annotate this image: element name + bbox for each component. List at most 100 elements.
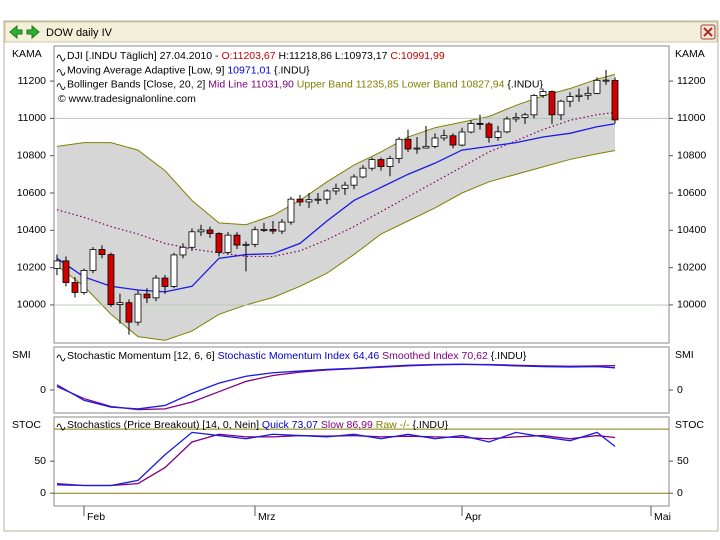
forward-button[interactable] <box>26 24 40 40</box>
y-tick-label-right: 10800 <box>677 149 706 161</box>
legend-text: {.INDU} <box>488 350 527 362</box>
legend-line: DJI [.INDU Täglich] 27.04.2010 - O:11203… <box>67 50 445 62</box>
candle-body <box>458 131 466 146</box>
legend-text: DJI [.INDU Täglich] 27.04.2010 - <box>67 50 221 62</box>
candle-body <box>539 91 547 96</box>
candle-body <box>422 145 430 149</box>
y-tick-label: 10600 <box>17 187 46 199</box>
candle-body <box>368 159 376 169</box>
bollinger-area <box>56 74 615 341</box>
candle-body <box>386 158 394 167</box>
y-tick-label: 10400 <box>17 224 46 236</box>
candle-body <box>152 277 160 299</box>
candle-body <box>575 94 583 97</box>
close-button[interactable] <box>700 24 716 40</box>
candle-body <box>296 198 304 203</box>
panel <box>53 346 670 414</box>
candle-body <box>125 302 133 323</box>
y-tick-label-right: 0 <box>677 487 683 499</box>
candle-body <box>53 260 61 269</box>
candle-body <box>170 254 178 287</box>
candle-body <box>161 277 169 287</box>
candle-body <box>485 123 493 138</box>
y-tick-label: 10000 <box>17 299 46 311</box>
candle-body <box>134 293 142 323</box>
y-tick-label: 10800 <box>17 149 46 161</box>
back-button[interactable] <box>9 24 23 40</box>
candle-body <box>233 234 241 246</box>
legend-text: Upper Band 11235,85 Lower Band 10827,94 <box>294 78 505 90</box>
candle-body <box>215 233 223 253</box>
y-tick-label: 11000 <box>18 112 47 124</box>
candle-body <box>260 228 268 231</box>
candle-body <box>278 221 286 232</box>
indicator-line <box>56 363 616 410</box>
indicator-line <box>56 431 616 487</box>
axis-label-right: KAMA <box>675 48 705 60</box>
legend-line: Stochastics (Price Breakout) [14, 0, Nei… <box>67 419 449 431</box>
candle-body <box>179 246 187 256</box>
legend-icon <box>56 423 66 431</box>
axis-label-right: SMI <box>675 349 694 361</box>
legend-text: C:10991,99 <box>390 50 444 62</box>
bollinger-lower <box>56 149 616 341</box>
candle-body <box>197 229 205 233</box>
axis-label: STOC <box>12 419 41 431</box>
candle-body <box>332 187 340 192</box>
bollinger-upper <box>56 73 616 226</box>
legend-text: Stochastic Momentum Index 64,46 <box>218 350 380 362</box>
y-tick-label: 0 <box>40 384 46 396</box>
legend-text: Slow 86,99 <box>318 419 373 431</box>
candle-body <box>242 243 250 246</box>
y-tick-label: 0 <box>40 487 46 499</box>
legend-text: Quick 73,07 <box>262 419 318 431</box>
panel <box>53 416 670 507</box>
legend-icon <box>56 54 66 62</box>
y-tick-label-right: 0 <box>677 384 683 396</box>
legend-text: Smoothed Index 70,62 <box>379 350 488 362</box>
x-tick-label: Mai <box>654 511 671 523</box>
candle-body <box>287 198 295 223</box>
candle-body <box>341 184 349 189</box>
close-icon[interactable] <box>703 27 713 37</box>
candle-body <box>98 249 106 255</box>
y-tick-label-right: 10600 <box>677 187 706 199</box>
indicator-line <box>56 123 616 293</box>
y-tick-label-right: 10000 <box>677 299 706 311</box>
candle-body <box>359 167 367 178</box>
candle-body <box>566 96 574 102</box>
candle-body <box>305 199 313 203</box>
title-bar <box>4 21 718 43</box>
candle-body <box>269 228 277 232</box>
y-tick-label-right: 50 <box>677 455 689 467</box>
legend-text: Bollinger Bands [Close, 20, 2] <box>67 78 208 90</box>
y-tick-label-right: 10400 <box>677 224 706 236</box>
candle-body <box>71 282 79 293</box>
axis-label: SMI <box>12 349 31 361</box>
candle-body <box>521 114 529 118</box>
candle-body <box>62 260 70 283</box>
y-tick-label: 11200 <box>18 75 47 87</box>
legend-icon <box>56 68 66 76</box>
candle-body <box>494 131 502 138</box>
legend-text: Moving Average Adaptive [Low, 9] <box>67 64 227 76</box>
candle-body <box>584 92 592 96</box>
legend-line: Bollinger Bands [Close, 20, 2] Mid Line … <box>67 78 543 90</box>
candle-body <box>116 302 124 305</box>
candle-body <box>143 293 151 299</box>
y-tick-label: 50 <box>34 455 46 467</box>
candle-body <box>449 135 457 146</box>
candle-body <box>467 123 475 133</box>
legend-line: Moving Average Adaptive [Low, 9] 10971,0… <box>67 64 310 76</box>
candle-body <box>431 137 439 147</box>
y-tick-label: 10200 <box>17 261 46 273</box>
candle-body <box>440 135 448 139</box>
y-tick-label-right: 11000 <box>677 112 706 124</box>
legend-line: © www.tradesignalonline.com <box>58 93 196 105</box>
candle-body <box>251 229 259 245</box>
axis-label-right: STOC <box>675 419 704 431</box>
candle-body <box>206 229 214 234</box>
candle-body <box>377 159 385 167</box>
